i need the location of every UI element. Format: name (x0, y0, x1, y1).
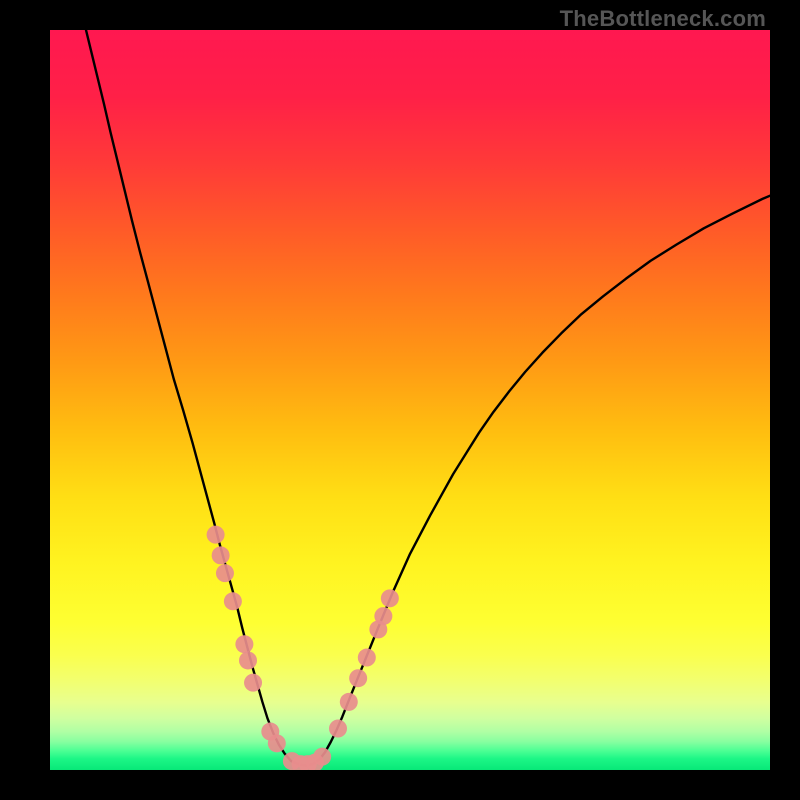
chart-frame: TheBottleneck.com (0, 0, 800, 800)
gradient-background (50, 30, 770, 770)
data-marker (235, 635, 253, 653)
data-marker (329, 720, 347, 738)
data-marker (349, 669, 367, 687)
data-marker (381, 589, 399, 607)
data-marker (313, 748, 331, 766)
data-marker (268, 734, 286, 752)
data-marker (340, 693, 358, 711)
data-marker (358, 649, 376, 667)
plot-svg (50, 30, 770, 770)
data-marker (244, 674, 262, 692)
watermark-text: TheBottleneck.com (560, 6, 766, 32)
data-marker (239, 651, 257, 669)
data-marker (207, 526, 225, 544)
data-marker (212, 546, 230, 564)
data-marker (374, 607, 392, 625)
data-marker (216, 564, 234, 582)
data-marker (224, 592, 242, 610)
plot-area (50, 30, 770, 770)
